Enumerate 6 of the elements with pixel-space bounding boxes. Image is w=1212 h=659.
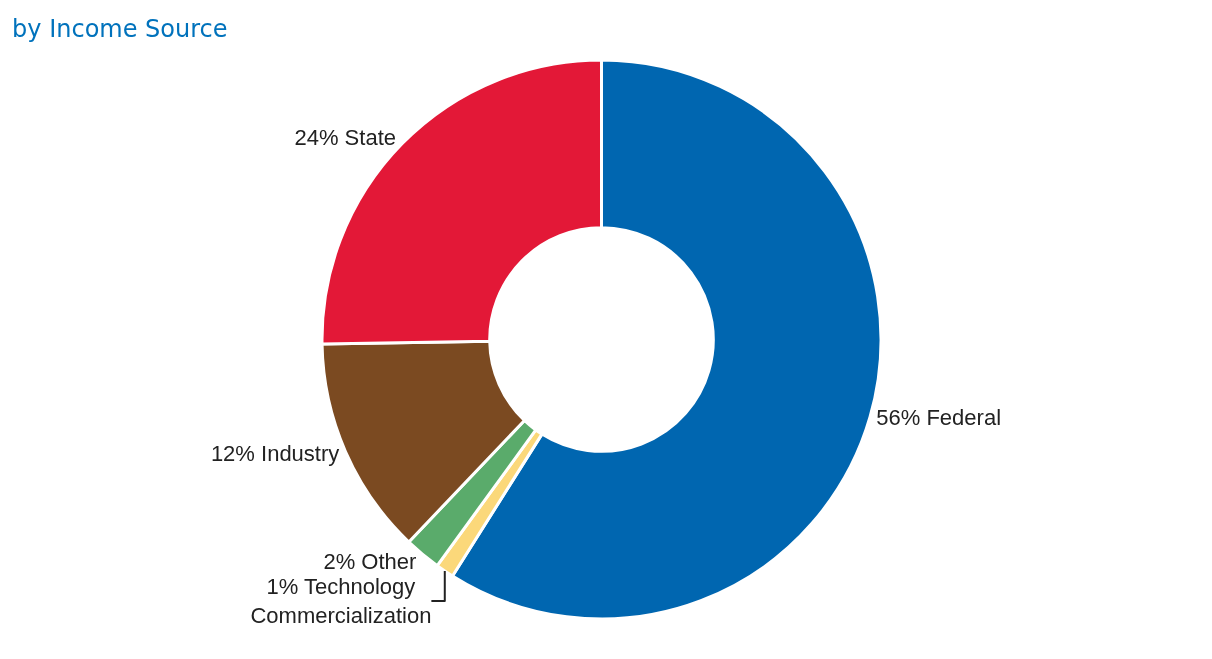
- slice-label: 12% Industry: [210, 441, 340, 467]
- slice-label: 56% Federal: [876, 405, 1002, 431]
- slice-label: 24% State: [294, 124, 396, 150]
- chart-title: by Income Source: [12, 14, 228, 43]
- slice-label: 2% Other: [323, 549, 417, 575]
- slice-label: 1% Technology Commercialization: [250, 574, 432, 628]
